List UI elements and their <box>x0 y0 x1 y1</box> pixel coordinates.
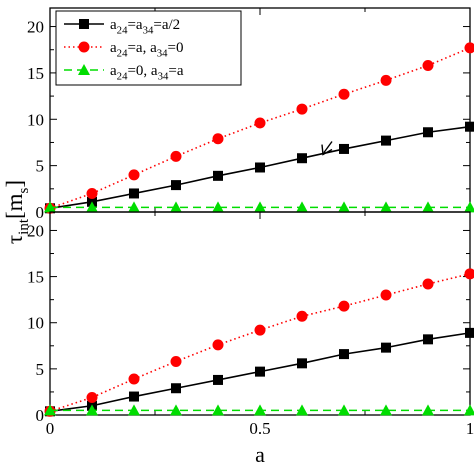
data-point-circle <box>129 374 140 385</box>
x-axis-label: a <box>255 442 265 467</box>
data-point-circle <box>297 311 308 322</box>
data-point-circle <box>129 169 140 180</box>
data-point-square <box>423 334 433 344</box>
series-triangle <box>44 404 474 415</box>
data-point-circle <box>465 268 474 279</box>
data-point-circle <box>381 290 392 301</box>
data-point-circle <box>255 325 266 336</box>
y-tick-label: 15 <box>27 64 44 83</box>
plot-frame <box>50 212 470 415</box>
legend-marker-square <box>79 19 89 29</box>
data-point-square <box>339 349 349 359</box>
data-point-circle <box>465 42 474 53</box>
data-point-square <box>297 153 307 163</box>
x-tick-label: 0 <box>46 419 55 438</box>
data-point-square <box>465 328 474 338</box>
data-point-square <box>171 383 181 393</box>
data-point-circle <box>339 301 350 312</box>
series-line <box>50 274 470 411</box>
data-point-square <box>129 392 139 402</box>
data-point-square <box>381 343 391 353</box>
data-point-square <box>129 188 139 198</box>
y-tick-label: 5 <box>36 157 45 176</box>
x-tick-label: 0.5 <box>249 419 270 438</box>
data-point-circle <box>339 89 350 100</box>
data-point-square <box>465 122 474 132</box>
series-triangle <box>44 201 474 212</box>
data-point-square <box>339 144 349 154</box>
data-point-circle <box>255 117 266 128</box>
data-point-circle <box>381 75 392 86</box>
y-tick-label: 10 <box>27 110 44 129</box>
data-point-square <box>213 171 223 181</box>
data-point-circle <box>423 60 434 71</box>
data-point-square <box>381 136 391 146</box>
y-axis-label: τint[ms] <box>2 180 32 244</box>
y-tick-label: 0 <box>36 406 45 425</box>
series-square <box>45 328 474 416</box>
data-point-square <box>423 127 433 137</box>
x-tick-label: 1 <box>466 419 474 438</box>
data-point-circle <box>423 278 434 289</box>
y-tick-label: 5 <box>36 360 45 379</box>
data-point-square <box>171 180 181 190</box>
data-point-circle <box>171 151 182 162</box>
y-tick-label: 0 <box>36 203 45 222</box>
data-point-square <box>297 358 307 368</box>
y-tick-label: 20 <box>27 18 44 37</box>
data-point-triangle <box>464 404 474 415</box>
data-point-circle <box>87 392 98 403</box>
data-point-circle <box>213 133 224 144</box>
data-point-square <box>213 375 223 385</box>
legend-marker-circle <box>79 42 90 53</box>
data-point-square <box>255 367 265 377</box>
data-point-circle <box>213 339 224 350</box>
data-point-triangle <box>464 201 474 212</box>
y-tick-label: 15 <box>27 268 44 287</box>
data-point-circle <box>87 188 98 199</box>
data-point-square <box>255 162 265 172</box>
data-point-circle <box>297 104 308 115</box>
y-tick-label: 10 <box>27 314 44 333</box>
data-point-circle <box>171 356 182 367</box>
series-square <box>45 122 474 214</box>
